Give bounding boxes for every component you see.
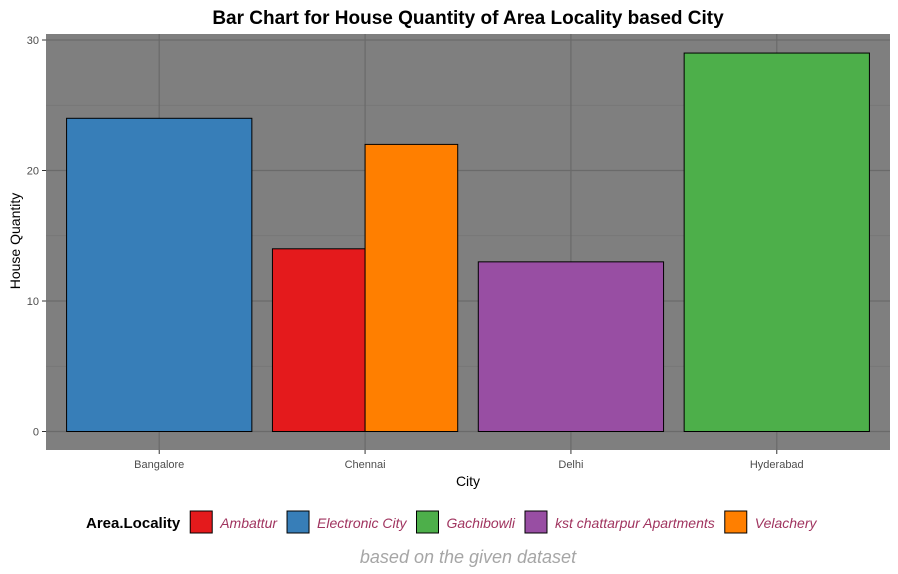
legend-key [416,510,439,534]
bar [683,52,870,433]
y-tick-label: 0 [33,427,39,439]
legend-title: Area.Locality [86,515,181,532]
y-tick-label: 10 [27,296,39,308]
y-tick-label: 30 [27,35,39,47]
legend-label: Ambattur [219,515,278,531]
x-tick-label: Chennai [345,459,386,471]
bar [271,248,366,432]
legend-key [724,510,748,534]
x-tick-label: Hyderabad [750,459,804,471]
y-axis-title: House Quantity [7,193,23,290]
bar [364,143,459,432]
legend: Area.Locality Ambattur Electronic City Gac… [86,510,818,534]
x-tick-label: Bangalore [134,459,184,471]
legend-label: Gachibowli [447,515,516,531]
caption: based on the given dataset [360,547,577,567]
legend-key [524,510,548,534]
x-tick-label: Delhi [558,459,583,471]
y-axis: 0 10 20 30 [27,35,46,439]
legend-key [189,510,213,534]
y-tick-label: 20 [27,166,39,178]
x-axis-title: City [456,473,480,489]
legend-label: kst chattarpur Apartments [555,515,715,531]
legend-label: Velachery [755,515,818,531]
bars [66,52,870,433]
bar [66,117,253,433]
x-axis: Bangalore Chennai Delhi Hyderabad [134,450,804,471]
legend-label: Electronic City [317,515,407,531]
legend-key [286,510,310,534]
chart-title: Bar Chart for House Quantity of Area Loc… [212,8,724,29]
bar [477,261,665,432]
